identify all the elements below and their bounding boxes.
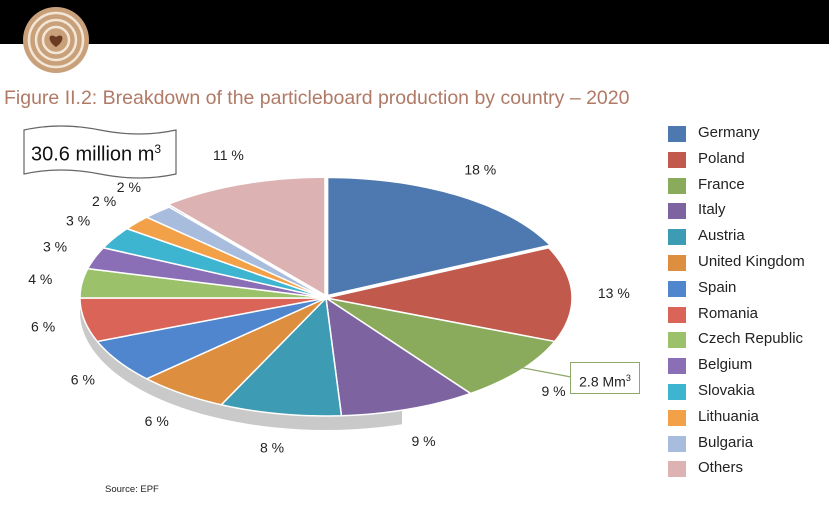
slice-label-austria: 8 % <box>260 439 284 455</box>
legend-swatch-spain <box>668 280 686 297</box>
chart-title: Figure II.2: Breakdown of the particlebo… <box>4 87 630 109</box>
legend-swatch-belgium <box>668 358 686 375</box>
top-bar <box>0 0 829 44</box>
pie-slice-romania <box>79 297 327 343</box>
slice-label-bulgaria: 2 % <box>117 179 141 195</box>
pie-slice-belgium <box>86 246 327 299</box>
legend-swatch-united-kingdom <box>668 255 686 271</box>
legend-swatch-lithuania <box>668 409 686 426</box>
total-banner-shape <box>23 125 177 179</box>
callout-value: 2.8 Mm <box>579 373 626 390</box>
legend-label-czech-republic: Czech Republic <box>698 330 804 348</box>
slice-label-others: 11 % <box>213 147 244 163</box>
pie-slice-poland <box>325 246 573 343</box>
legend-swatch-romania <box>668 306 686 323</box>
pie-slice-slovakia <box>101 227 327 299</box>
slice-label-lithuania: 2 % <box>92 193 116 209</box>
legend-swatch-poland <box>668 151 686 168</box>
legend-label-slovakia: Slovakia <box>698 382 755 399</box>
total-value: 30.6 million m <box>31 143 155 166</box>
legend-swatch-czech-republic <box>668 332 686 349</box>
pie-slice-italy <box>325 296 473 417</box>
slice-label-slovakia: 3 % <box>66 213 90 229</box>
legend-swatch-germany <box>668 126 686 142</box>
legend-label-bulgaria: Bulgaria <box>698 433 754 451</box>
legend-label-spain: Spain <box>698 278 737 296</box>
pie-slice-spain <box>95 297 327 380</box>
pie-slice-others <box>166 176 326 297</box>
source-note: Source: EPF <box>105 484 159 495</box>
pie-slice-germany <box>326 176 552 297</box>
legend-label-france: France <box>698 175 745 193</box>
legend-label-lithuania: Lithuania <box>698 407 759 425</box>
legend-swatch-austria <box>668 229 686 246</box>
slice-label-czech-republic: 4 % <box>28 271 52 287</box>
legend-label-others: Others <box>698 459 744 477</box>
pie-slice-austria <box>219 296 343 417</box>
pie-slice-france <box>325 297 557 395</box>
legend-label-romania: Romania <box>698 304 759 322</box>
legend-label-germany: Germany <box>698 124 760 141</box>
legend-label-poland: Poland <box>698 149 745 167</box>
legend-swatch-others <box>668 461 686 478</box>
slice-label-belgium: 3 % <box>43 239 67 255</box>
slice-label-united-kingdom: 6 % <box>145 413 169 429</box>
total-production-label: 30.6 million m3 <box>31 142 161 167</box>
legend-swatch-italy <box>668 203 686 220</box>
legend-label-belgium: Belgium <box>698 356 753 374</box>
legend-swatch-slovakia <box>668 384 686 400</box>
slice-label-france: 9 % <box>542 383 566 399</box>
total-unit-superscript: 3 <box>154 142 162 156</box>
pie-slice-bulgaria <box>144 206 327 299</box>
slice-label-poland: 13 % <box>598 285 630 301</box>
callout-leader-line <box>504 363 572 378</box>
pie-slice-lithuania <box>125 216 327 299</box>
slice-label-romania: 6 % <box>31 318 55 334</box>
legend-label-united-kingdom: United Kingdom <box>698 253 805 270</box>
pie-slice-united-kingdom <box>144 297 327 406</box>
legend-label-austria: Austria <box>698 227 745 245</box>
legend-swatch-bulgaria <box>668 435 686 452</box>
slice-label-spain: 6 % <box>71 371 95 387</box>
callout-superscript: 3 <box>625 373 631 383</box>
legend-label-italy: Italy <box>698 201 726 219</box>
slice-label-germany: 18 % <box>464 162 496 178</box>
wood-rings-logo-icon <box>23 7 89 73</box>
slice-label-italy: 9 % <box>411 433 435 449</box>
france-volume-callout: 2.8 Mm3 <box>570 362 640 394</box>
legend-swatch-france <box>668 177 686 194</box>
